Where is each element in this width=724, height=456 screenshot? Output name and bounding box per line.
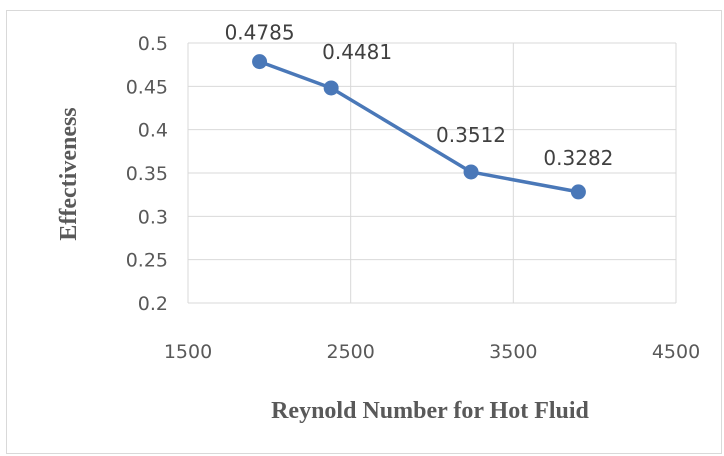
y-tick-label: 0.4: [138, 120, 168, 142]
x-tick-label: 3500: [489, 341, 537, 363]
series-line: [258, 59, 579, 194]
y-tick-label: 0.25: [126, 250, 168, 272]
data-label: 0.4785: [225, 21, 295, 45]
grid-lines: [187, 42, 677, 304]
y-tick-label: 0.5: [138, 33, 168, 55]
data-label: 0.4481: [322, 40, 392, 64]
data-label: 0.3282: [543, 146, 613, 170]
series-group: [252, 54, 586, 200]
y-tick-label: 0.45: [126, 76, 168, 98]
x-tick-label: 4500: [652, 341, 700, 363]
data-point: [570, 184, 586, 200]
y-tick-labels: 0.2 0.25 0.3 0.35 0.4 0.45 0.5: [126, 33, 168, 315]
y-tick-label: 0.2: [138, 293, 168, 315]
y-tick-label: 0.35: [126, 163, 168, 185]
x-axis-title: Reynold Number for Hot Fluid: [271, 398, 589, 424]
chart-border: [6, 10, 722, 454]
x-tick-label: 2500: [326, 341, 374, 363]
y-axis-title: Effectiveness: [56, 107, 82, 240]
data-point: [463, 164, 479, 180]
data-labels: 0.4785 0.4481 0.3512 0.3282: [225, 21, 614, 170]
y-tick-label: 0.3: [138, 206, 168, 228]
data-label: 0.3512: [436, 123, 506, 147]
x-tick-labels: 1500 2500 3500 4500: [164, 341, 700, 363]
data-point: [323, 80, 339, 96]
x-tick-label: 1500: [164, 341, 212, 363]
data-point: [252, 54, 268, 70]
